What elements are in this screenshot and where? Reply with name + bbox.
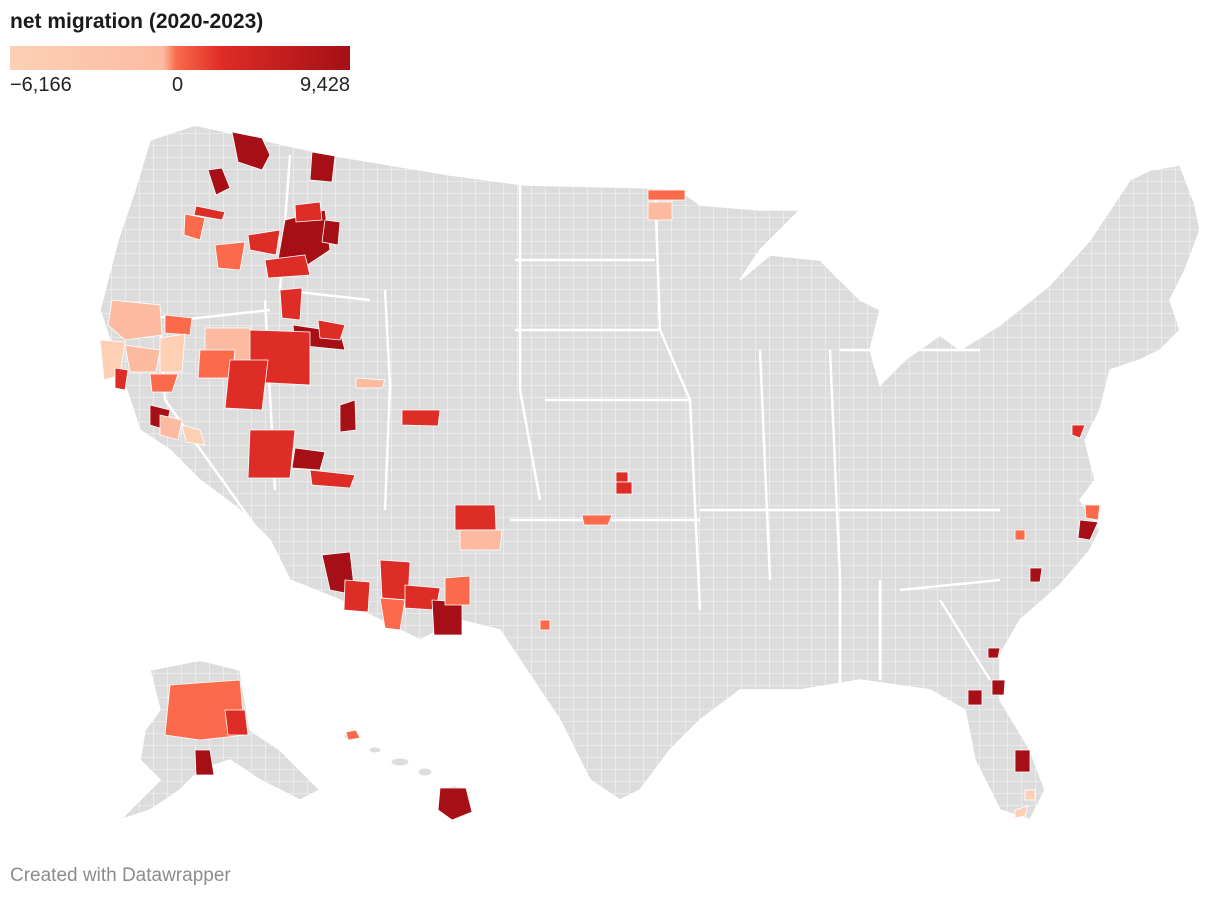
highlighted-counties [99, 131, 1101, 821]
county-region-mn-2 [647, 201, 673, 221]
legend-mid-label: 0 [172, 74, 184, 96]
county-region-ca-ne [159, 333, 186, 373]
county-region-ut-sw [291, 447, 326, 471]
county-region-ut-ne [355, 377, 386, 389]
legend-min-label: −6,166 [10, 74, 72, 96]
county-region-fl-central [1014, 749, 1031, 773]
county-region-ut-west [247, 429, 296, 479]
county-region-id-sw [279, 287, 303, 321]
color-legend: −6,166 0 9,428 [10, 46, 350, 96]
chart-title: net migration (2020-2023) [10, 10, 264, 33]
county-region-or-central [214, 241, 246, 271]
county-region-sc [1014, 529, 1026, 541]
county-region-ca-central [159, 414, 183, 441]
county-region-ca-sierra [149, 373, 179, 393]
county-region-tx-panhandle [539, 619, 551, 631]
county-region-nm-central [444, 575, 471, 606]
legend-max-label: 9,428 [299, 74, 350, 96]
county-region-hi-maui [345, 729, 361, 741]
us-counties-map [99, 124, 1201, 821]
contiguous-us-landmass [99, 124, 1201, 821]
county-region-id-east [321, 219, 341, 246]
county-region-ak-south [194, 749, 215, 776]
county-region-ca-north [107, 299, 163, 341]
county-region-ks-1 [615, 471, 629, 483]
county-region-fl-ne [991, 679, 1006, 696]
county-region-co-north [401, 409, 441, 427]
county-region-ut-n [339, 399, 357, 433]
county-region-fl-north [967, 689, 983, 706]
county-region-nc-2 [1077, 519, 1099, 541]
county-region-ks-3 [581, 514, 613, 526]
county-region-ca-mid [124, 344, 161, 373]
county-region-ca-sac [114, 367, 129, 391]
county-region-ca-inland [181, 424, 206, 446]
county-region-ak-interior [164, 679, 246, 741]
legend-gradient-bar [10, 46, 350, 70]
county-region-wa-central [193, 205, 226, 221]
county-region-md [1071, 424, 1086, 439]
county-region-id-mid [294, 201, 323, 223]
county-region-co-south [454, 504, 497, 531]
county-region-ks-2 [615, 481, 633, 495]
map-area [0, 110, 1220, 830]
county-region-ak-east [224, 709, 249, 736]
county-region-mn-1 [647, 189, 686, 201]
county-region-az-se [379, 597, 406, 631]
county-region-nv-east [224, 359, 269, 411]
county-region-ga-coast [987, 647, 1001, 659]
county-region-ca-nw [164, 314, 193, 336]
county-region-ut-s [309, 469, 356, 489]
credit-text: Created with Datawrapper [10, 865, 231, 886]
county-region-or-ne [247, 229, 281, 256]
county-region-sc-coast [1029, 567, 1043, 583]
county-region-wa-nw [207, 167, 231, 196]
county-region-co-south2 [459, 529, 503, 551]
county-region-wa-sw [183, 213, 206, 241]
county-region-fl-keys [1014, 805, 1029, 819]
county-region-fl-south [1024, 789, 1036, 801]
county-region-id-south [264, 254, 311, 279]
county-region-hi-big-island [437, 787, 473, 821]
county-region-id-se2 [317, 319, 346, 341]
county-region-id-north [309, 151, 336, 183]
county-region-az-central [343, 579, 371, 613]
county-region-wa-north [231, 131, 271, 171]
county-region-nc-1 [1084, 504, 1101, 521]
